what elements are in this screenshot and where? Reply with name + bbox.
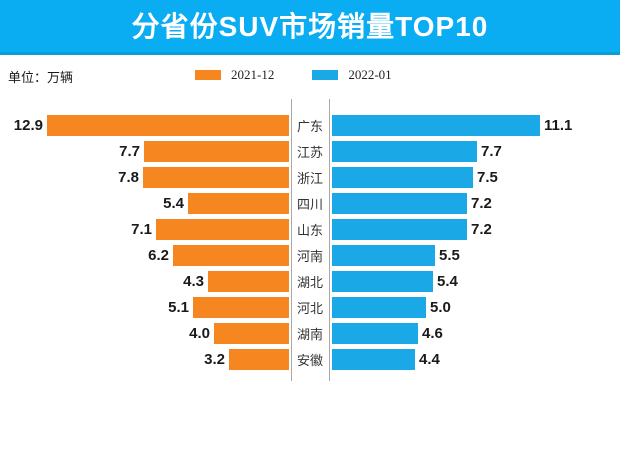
right-value-label: 5.5 bbox=[439, 246, 460, 264]
left-zone: 7.7 bbox=[0, 140, 291, 162]
right-bar bbox=[332, 270, 433, 292]
right-bar bbox=[332, 166, 473, 188]
category-label: 广东 bbox=[296, 118, 323, 134]
left-zone: 4.3 bbox=[0, 270, 291, 292]
left-value-label: 6.2 bbox=[148, 246, 169, 264]
left-value-label: 7.1 bbox=[131, 220, 152, 238]
chart-row: 5.1 河北 5.0 bbox=[0, 294, 620, 320]
left-zone: 5.1 bbox=[0, 296, 291, 318]
left-value-label: 5.4 bbox=[163, 194, 184, 212]
page-title: 分省份SUV市场销量TOP10 bbox=[131, 11, 489, 42]
legend-swatch bbox=[195, 70, 221, 80]
right-value-label: 7.5 bbox=[477, 168, 498, 186]
chart-row: 3.2 安徽 4.4 bbox=[0, 346, 620, 372]
right-value-label: 11.1 bbox=[544, 116, 573, 134]
left-bar bbox=[208, 270, 289, 292]
right-zone: 5.0 bbox=[329, 296, 620, 318]
legend-label: 2022-01 bbox=[348, 67, 392, 82]
right-zone: 7.2 bbox=[329, 218, 620, 240]
chart-row: 7.7 江苏 7.7 bbox=[0, 138, 620, 164]
right-zone: 5.5 bbox=[329, 244, 620, 266]
right-axis-line bbox=[329, 99, 330, 381]
left-zone: 5.4 bbox=[0, 192, 291, 214]
right-value-label: 7.2 bbox=[471, 220, 492, 238]
right-bar bbox=[332, 296, 426, 318]
left-bar bbox=[214, 322, 289, 344]
right-value-label: 7.2 bbox=[471, 194, 492, 212]
left-value-label: 5.1 bbox=[168, 298, 189, 316]
right-zone: 4.4 bbox=[329, 348, 620, 370]
right-bar bbox=[332, 322, 418, 344]
left-bar bbox=[47, 114, 289, 136]
left-zone: 3.2 bbox=[0, 348, 291, 370]
category-label: 四川 bbox=[296, 196, 323, 212]
left-axis-line bbox=[291, 99, 292, 381]
right-zone: 5.4 bbox=[329, 270, 620, 292]
right-bar bbox=[332, 114, 540, 136]
right-bar bbox=[332, 244, 435, 266]
legend-swatch bbox=[312, 70, 339, 80]
left-bar bbox=[193, 296, 289, 318]
category-label: 湖南 bbox=[296, 326, 323, 342]
left-value-label: 7.7 bbox=[119, 142, 140, 160]
left-bar bbox=[143, 166, 289, 188]
header-banner: 分省份SUV市场销量TOP10 bbox=[0, 0, 620, 55]
left-bar bbox=[173, 244, 289, 266]
chart-row: 12.9 广东 11.1 bbox=[0, 112, 620, 138]
left-value-label: 3.2 bbox=[204, 350, 225, 368]
chart-row: 7.1 山东 7.2 bbox=[0, 216, 620, 242]
right-value-label: 7.7 bbox=[481, 142, 502, 160]
right-value-label: 5.0 bbox=[430, 298, 451, 316]
left-bar bbox=[188, 192, 289, 214]
chart-row: 6.2 河南 5.5 bbox=[0, 242, 620, 268]
category-label: 河北 bbox=[296, 300, 323, 316]
right-bar bbox=[332, 192, 467, 214]
right-value-label: 4.6 bbox=[422, 324, 443, 342]
left-bar bbox=[144, 140, 289, 162]
category-label: 浙江 bbox=[296, 170, 323, 186]
legend: 2021-12 2022-01 bbox=[195, 67, 392, 83]
right-zone: 7.5 bbox=[329, 166, 620, 188]
chart-row: 5.4 四川 7.2 bbox=[0, 190, 620, 216]
chart-row: 4.3 湖北 5.4 bbox=[0, 268, 620, 294]
legend-item-2021-12: 2021-12 bbox=[195, 67, 274, 83]
right-zone: 7.7 bbox=[329, 140, 620, 162]
left-zone: 12.9 bbox=[0, 114, 291, 136]
category-label: 河南 bbox=[296, 248, 323, 264]
tornado-chart: 12.9 广东 11.1 7.7 江苏 7.7 7.8 浙江 7.5 5.4 四川 7.2 7.1 山东 7… bbox=[0, 99, 620, 381]
left-value-label: 12.9 bbox=[13, 116, 43, 134]
left-value-label: 4.0 bbox=[189, 324, 210, 342]
chart-row: 4.0 湖南 4.6 bbox=[0, 320, 620, 346]
left-zone: 7.1 bbox=[0, 218, 291, 240]
left-value-label: 7.8 bbox=[118, 168, 139, 186]
category-label: 山东 bbox=[296, 222, 323, 238]
left-value-label: 4.3 bbox=[183, 272, 204, 290]
legend-label: 2021-12 bbox=[231, 67, 275, 82]
chart-row: 7.8 浙江 7.5 bbox=[0, 164, 620, 190]
left-bar bbox=[156, 218, 289, 240]
left-bar bbox=[229, 348, 289, 370]
right-zone: 7.2 bbox=[329, 192, 620, 214]
chart-rows: 12.9 广东 11.1 7.7 江苏 7.7 7.8 浙江 7.5 5.4 四川 7.2 7.1 山东 7… bbox=[0, 99, 620, 372]
right-zone: 11.1 bbox=[329, 114, 620, 136]
right-value-label: 5.4 bbox=[437, 272, 458, 290]
category-label: 湖北 bbox=[296, 274, 323, 290]
right-value-label: 4.4 bbox=[419, 350, 440, 368]
right-bar bbox=[332, 140, 477, 162]
right-bar bbox=[332, 348, 415, 370]
left-zone: 6.2 bbox=[0, 244, 291, 266]
right-bar bbox=[332, 218, 467, 240]
right-zone: 4.6 bbox=[329, 322, 620, 344]
unit-label: 单位：万辆 bbox=[8, 70, 74, 85]
left-zone: 4.0 bbox=[0, 322, 291, 344]
legend-item-2022-01: 2022-01 bbox=[312, 67, 392, 83]
left-zone: 7.8 bbox=[0, 166, 291, 188]
category-label: 安徽 bbox=[296, 352, 323, 368]
meta-row: 单位：万辆 2021-12 2022-01 bbox=[0, 65, 620, 85]
category-label: 江苏 bbox=[296, 144, 323, 160]
